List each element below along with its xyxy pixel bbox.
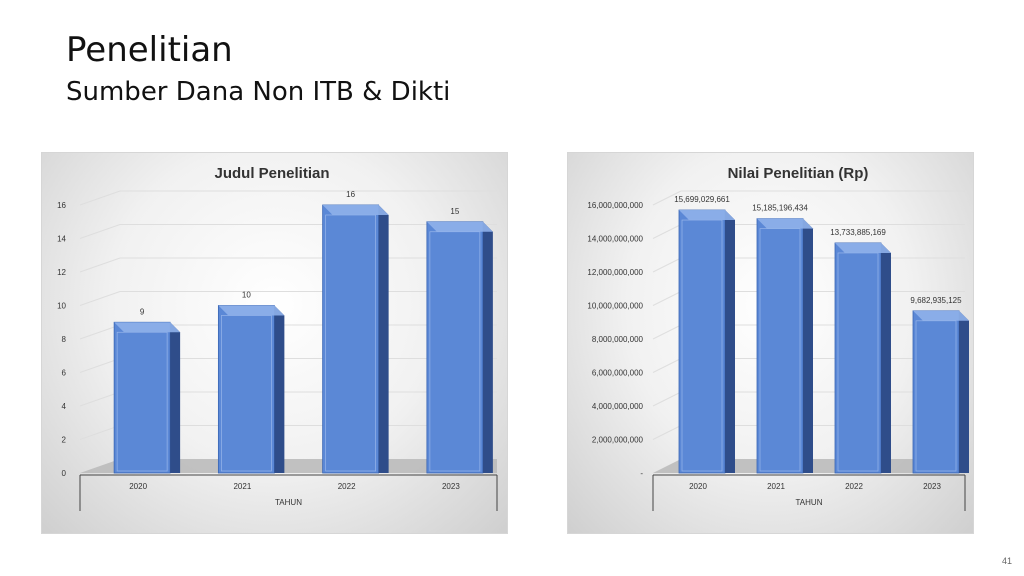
gridline-connector xyxy=(79,190,121,206)
chart-nilai-penelitian: Nilai Penelitian (Rp) - 2,000,000,000 4,000… xyxy=(567,152,974,534)
y-tick-label: 14 xyxy=(57,235,66,244)
bar-front xyxy=(834,242,882,474)
bar-side xyxy=(803,218,813,473)
gridline-connector xyxy=(652,291,682,306)
bar-highlight xyxy=(681,219,723,472)
x-tick-label: 2023 xyxy=(923,482,941,491)
bar xyxy=(678,209,735,474)
y-tick-label: 8,000,000,000 xyxy=(592,335,644,344)
slide-subtitle: Sumber Dana Non ITB & Dikti xyxy=(66,77,451,107)
bar-highlight xyxy=(837,252,879,472)
bar-front xyxy=(217,305,275,474)
bar-top xyxy=(757,218,813,229)
y-tick-label: 4 xyxy=(62,402,67,411)
data-label: 9,682,935,125 xyxy=(910,296,962,305)
x-tick-label: 2020 xyxy=(129,482,147,491)
data-label: 10 xyxy=(242,291,251,300)
y-tick-label: 8 xyxy=(62,335,67,344)
page-number: 41 xyxy=(1001,556,1012,566)
y-tick-label: - xyxy=(640,469,643,478)
chart-floor xyxy=(80,459,497,473)
y-tick-label: 16 xyxy=(57,201,66,210)
y-tick-label: 10,000,000,000 xyxy=(587,302,643,311)
x-axis-title: TAHUN xyxy=(275,498,302,507)
y-tick-label: 10 xyxy=(57,302,66,311)
y-tick-label: 4,000,000,000 xyxy=(592,402,644,411)
data-label: 15,185,196,434 xyxy=(752,204,808,213)
data-label: 13,733,885,169 xyxy=(830,228,886,237)
bar-top xyxy=(835,242,891,253)
y-tick-label: 2 xyxy=(62,436,67,445)
bar-side xyxy=(482,221,493,473)
gridline-connector xyxy=(79,224,121,239)
data-label: 15,699,029,661 xyxy=(674,195,730,204)
gridline-connector xyxy=(79,291,121,306)
bar-side xyxy=(170,322,181,473)
x-tick-label: 2021 xyxy=(233,482,251,491)
bar-front xyxy=(426,221,484,474)
gridline-connector xyxy=(79,324,121,340)
bar-top xyxy=(114,322,181,333)
y-tick-label: 16,000,000,000 xyxy=(587,201,643,210)
bar xyxy=(834,242,891,474)
chart-svg: Judul Penelitian 0 2 4 6 8 10 12 14 16 9 2020 10 2021… xyxy=(57,165,498,511)
y-tick-label: 6 xyxy=(62,369,67,378)
gridline-connector xyxy=(652,257,682,273)
bar-highlight xyxy=(915,320,957,472)
bar-top xyxy=(218,305,285,316)
y-tick-label: 12 xyxy=(57,268,66,277)
x-axis-title: TAHUN xyxy=(796,498,823,507)
x-tick-label: 2021 xyxy=(767,482,785,491)
gridline-connector xyxy=(652,324,682,340)
bar-side xyxy=(725,210,735,473)
bar-front xyxy=(113,321,171,474)
bar-top xyxy=(679,210,735,221)
bar xyxy=(217,305,285,474)
gridline-connector xyxy=(79,257,121,273)
chart-judul-penelitian: Judul Penelitian 0 2 4 6 8 10 12 14 16 9 2020 10 2021… xyxy=(41,152,508,534)
x-tick-label: 2022 xyxy=(338,482,356,491)
gridline-connector xyxy=(652,224,682,239)
bar-front xyxy=(322,204,380,474)
bar-top xyxy=(426,221,493,232)
gridline-connector xyxy=(79,358,121,373)
data-label: 9 xyxy=(140,307,145,316)
x-tick-label: 2023 xyxy=(442,482,460,491)
y-tick-label: 0 xyxy=(62,469,67,478)
bar-front xyxy=(912,310,960,474)
gridline-connector xyxy=(652,391,682,407)
y-tick-label: 12,000,000,000 xyxy=(587,268,643,277)
x-tick-label: 2022 xyxy=(845,482,863,491)
bar-side xyxy=(881,242,891,473)
gridline-connector xyxy=(652,358,682,373)
data-label: 16 xyxy=(346,190,355,199)
gridline-connector xyxy=(79,391,121,407)
chart-title: Judul Penelitian xyxy=(214,165,329,182)
chart-svg: Nilai Penelitian (Rp) - 2,000,000,000 4,000… xyxy=(587,165,969,511)
bar xyxy=(426,221,493,474)
y-tick-label: 14,000,000,000 xyxy=(587,235,643,244)
bar-top xyxy=(322,205,389,215)
gridline-connector xyxy=(79,425,121,440)
bar-side xyxy=(378,205,389,473)
x-tick-label: 2020 xyxy=(689,482,707,491)
chart-title: Nilai Penelitian (Rp) xyxy=(728,165,869,182)
bar-side xyxy=(274,305,285,473)
gridline-connector xyxy=(652,190,682,206)
y-tick-label: 6,000,000,000 xyxy=(592,369,644,378)
bar-side xyxy=(959,310,969,473)
gridline-connector xyxy=(652,425,682,440)
slide-title: Penelitian xyxy=(66,30,233,70)
bar xyxy=(322,204,389,474)
bar-front xyxy=(756,218,804,474)
y-tick-label: 2,000,000,000 xyxy=(592,436,644,445)
bar-top xyxy=(913,310,969,321)
data-label: 15 xyxy=(450,207,459,216)
bar-front xyxy=(678,209,726,474)
bar xyxy=(912,310,969,474)
bar xyxy=(756,218,813,474)
bar xyxy=(113,321,181,474)
